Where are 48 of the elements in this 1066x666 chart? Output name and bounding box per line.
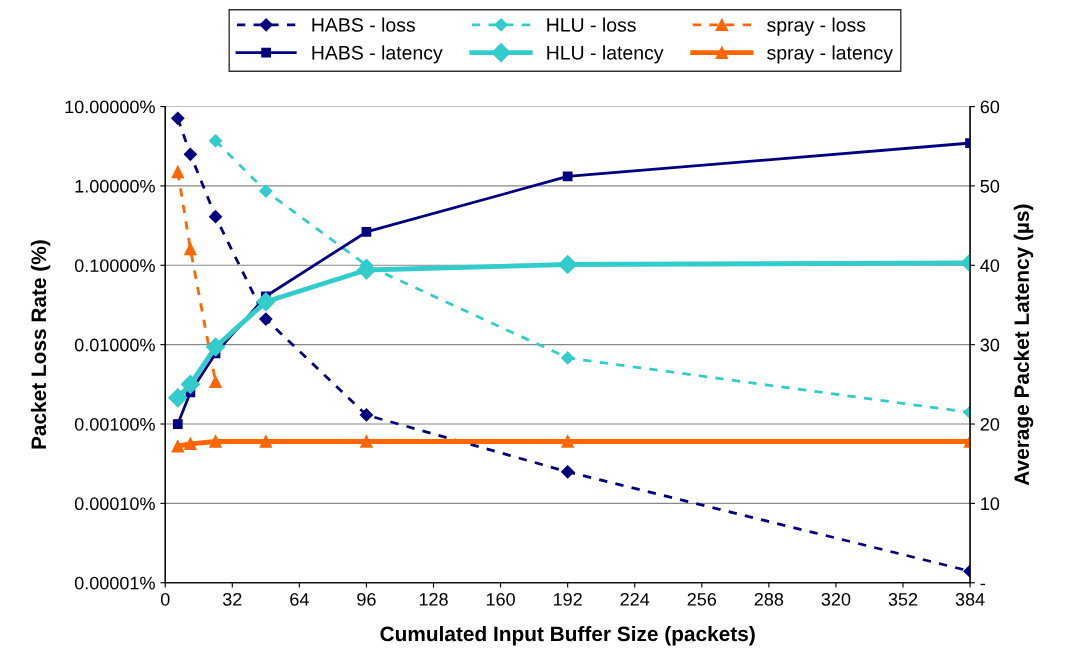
x-tick-label: 160 — [486, 592, 515, 606]
point — [259, 184, 273, 198]
x-tick-label: 320 — [821, 592, 851, 606]
point — [561, 351, 575, 365]
x-tick-label: 64 — [290, 592, 309, 606]
y2-tick-label: 60 — [980, 100, 1000, 114]
point — [171, 165, 185, 179]
y-tick-label: 0.00001% — [74, 576, 155, 590]
y-tick-label: 0.01000% — [74, 338, 155, 352]
point — [259, 312, 273, 326]
point — [359, 408, 374, 422]
y-tick-label: 0.00010% — [74, 497, 155, 511]
y-tick-label: 0.00100% — [74, 417, 155, 431]
y2-tick-label: 10 — [981, 497, 1000, 511]
legend-label: spray - loss — [767, 17, 866, 36]
y2-axis-title: Average Packet Latency (µs) — [1013, 204, 1034, 486]
legend-label: HLU - latency — [547, 45, 664, 64]
y-tick-label: 1.00000% — [75, 179, 155, 193]
x-tick-label: 32 — [222, 592, 242, 606]
x-tick-label: 0 — [160, 592, 170, 606]
y-tick-label: 10.00000% — [65, 100, 155, 114]
x-tick-label: 384 — [955, 592, 985, 606]
x-tick-label: 96 — [357, 592, 376, 606]
point — [208, 210, 223, 224]
point — [171, 111, 185, 125]
legend-label: HABS - loss — [312, 17, 415, 32]
x-tick-label: 192 — [553, 592, 582, 606]
point — [183, 147, 197, 161]
point — [561, 465, 575, 479]
y2-tick-label: - — [980, 583, 985, 586]
x-tick-label: 224 — [620, 592, 650, 606]
y-tick-label: 0.10000% — [74, 259, 155, 273]
x-axis-title: Cumulated Input Buffer Size (packets) — [380, 625, 755, 646]
x-tick-label: 256 — [687, 592, 717, 606]
x-tick-label: 288 — [754, 592, 784, 606]
legend-label: spray - latency — [767, 45, 893, 64]
point — [208, 134, 223, 148]
legend-label: HLU - loss — [547, 17, 636, 32]
y2-tick-label: 20 — [980, 417, 1000, 431]
y2-tick-label: 40 — [980, 259, 1000, 273]
point — [184, 242, 197, 256]
y-axis-title: Packet Loss Rate (%) — [30, 240, 51, 449]
x-tick-label: 128 — [419, 592, 448, 606]
y2-tick-label: 30 — [980, 338, 1000, 352]
point — [209, 375, 222, 389]
x-tick-label: 352 — [888, 592, 918, 606]
legend-label: HABS - latency — [312, 45, 443, 64]
y2-tick-label: 50 — [980, 179, 1000, 193]
